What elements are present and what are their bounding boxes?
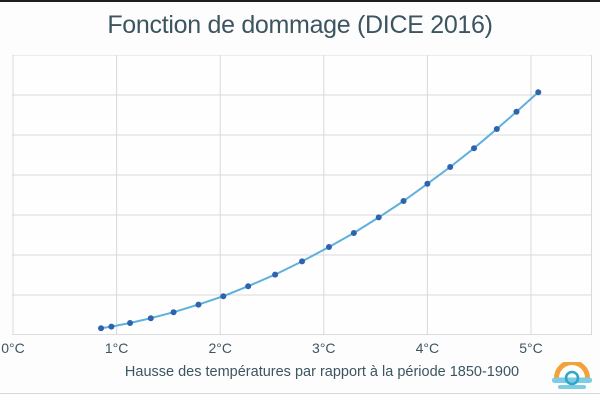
x-axis-title: Hausse des températures par rapport à la… [124, 364, 520, 380]
logo-wave-lower-icon [558, 385, 586, 389]
data-point-marker [375, 214, 382, 221]
data-point-marker [447, 164, 454, 170]
x-tick-label: 0°C [1, 340, 25, 356]
data-point-marker [350, 230, 357, 236]
data-point-marker [471, 145, 478, 152]
data-point-marker [147, 315, 154, 322]
data-point-marker [195, 301, 202, 308]
damage-curve-plot [12, 55, 592, 335]
data-point-marker [493, 126, 500, 132]
data-point-marker [170, 309, 177, 316]
x-tick-label: 2°C [208, 340, 232, 356]
data-point-marker [108, 323, 115, 330]
bottom-border-line [0, 393, 600, 394]
top-border-strip [0, 0, 600, 2]
sunrise-water-logo [552, 362, 592, 389]
plot-area [12, 55, 592, 335]
data-point-marker [535, 89, 542, 96]
data-point-marker [127, 320, 134, 326]
data-point-marker [98, 325, 105, 332]
chart-title: Fonction de dommage (DICE 2016) [107, 11, 493, 39]
series-line [100, 91, 539, 330]
logo-ring-icon [564, 370, 580, 386]
data-point-marker [424, 180, 431, 187]
data-point-marker [272, 271, 279, 278]
x-tick-label: 5°C [519, 340, 543, 356]
data-point-marker [325, 244, 332, 250]
data-point-marker [299, 258, 306, 265]
x-axis-tick-labels: 0°C 1°C 2°C 3°C 4°C 5°C [1, 340, 592, 358]
logo-sun-arch-icon [554, 362, 590, 381]
x-tick-label: 1°C [104, 340, 129, 356]
data-point-marker [513, 108, 520, 115]
data-point-marker [400, 198, 407, 204]
x-tick-label: 4°C [415, 340, 440, 356]
data-point-marker [245, 283, 252, 290]
x-tick-label: 3°C [312, 340, 336, 356]
data-point-marker [220, 293, 227, 300]
logo-wave-upper-icon [552, 377, 592, 383]
